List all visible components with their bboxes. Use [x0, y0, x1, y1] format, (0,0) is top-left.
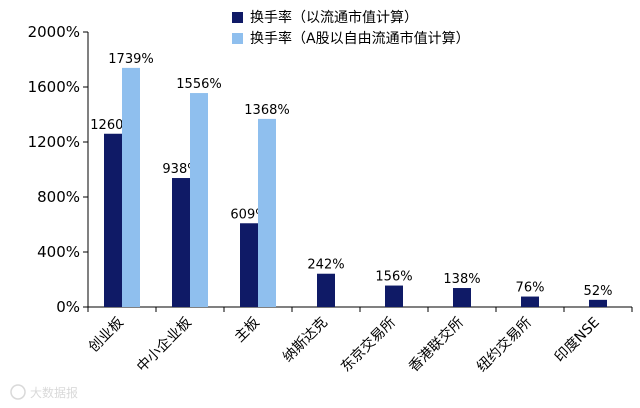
bar-series-1 [104, 133, 122, 307]
data-label: 76% [516, 281, 545, 296]
chart-legend: 换手率（以流通市值计算） 换手率（A股以自由流通市值计算） [232, 9, 470, 47]
watermark: 大数据报 [10, 384, 78, 400]
legend-label: 换手率（A股以自由流通市值计算） [250, 30, 470, 47]
x-tick-label: 主板 [232, 315, 263, 346]
data-label: 1368% [244, 103, 289, 118]
y-tick-label: 1600% [28, 78, 80, 96]
x-tick-label: 印度NSE [552, 315, 603, 366]
y-tick-label: 1200% [28, 133, 80, 151]
chart-bars: 1260%1739%938%1556%609%1368%242%156% 138%… [90, 52, 613, 308]
y-tick-label: 2000% [28, 23, 80, 41]
data-label: 1739% [108, 52, 153, 67]
data-label: 242% [307, 258, 344, 273]
bar-series-1 [240, 223, 258, 307]
bar-series-1 [589, 299, 607, 307]
legend-swatch [232, 33, 243, 44]
bar-series-2 [122, 67, 140, 307]
bar-series-1 [521, 296, 539, 307]
bar-series-1 [385, 285, 403, 307]
x-tick-label: 东京交易所 [337, 314, 399, 376]
y-tick-label: 800% [37, 188, 80, 206]
legend-label: 换手率（以流通市值计算） [250, 9, 418, 26]
bar-series-1 [172, 178, 190, 307]
data-label: 138% [443, 272, 480, 287]
x-tick-label: 纳斯达克 [280, 315, 331, 366]
bar-series-1 [453, 288, 471, 307]
x-tick-label: 中小企业板 [133, 314, 195, 376]
x-tick-label: 纽约交易所 [473, 314, 535, 376]
bar-series-2 [190, 93, 208, 307]
x-tick-label: 香港联交所 [405, 314, 467, 376]
watermark-text: 大数据报 [30, 385, 78, 400]
data-label: 1556% [176, 77, 221, 92]
y-tick-label: 0% [56, 298, 80, 316]
bar-series-2 [258, 118, 276, 308]
legend-swatch [232, 12, 243, 23]
x-tick-label: 创业板 [86, 315, 127, 356]
watermark-logo-icon [10, 384, 26, 400]
data-label: 156% [375, 270, 412, 285]
bar-series-1 [317, 273, 335, 307]
y-tick-label: 400% [37, 243, 80, 261]
data-label: 52% [584, 284, 613, 299]
